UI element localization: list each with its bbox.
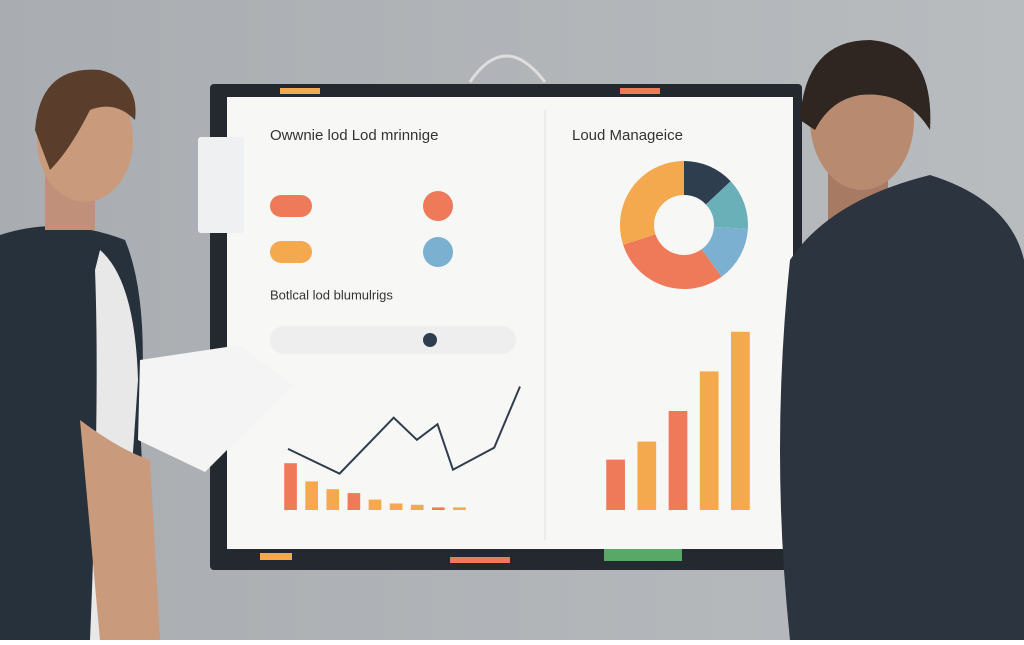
bar: [347, 493, 361, 510]
icon: [423, 191, 453, 221]
slider-knob: [423, 333, 437, 347]
donut-slice: [705, 181, 749, 230]
icon: [423, 237, 453, 267]
bar: [305, 481, 318, 510]
bar: [637, 441, 657, 510]
side-panel: [198, 137, 244, 233]
bar: [668, 411, 688, 510]
donut-slice: [684, 161, 731, 205]
person-left: [0, 69, 292, 640]
bar: [731, 331, 750, 510]
magnet: [280, 88, 320, 94]
marker: [604, 549, 682, 561]
heading: Loud Manageice: [572, 127, 683, 144]
bar: [326, 489, 340, 510]
bar: [699, 371, 719, 510]
hanger: [468, 54, 547, 83]
bar: [432, 507, 445, 510]
marker: [260, 553, 292, 560]
pill: [270, 241, 312, 263]
bar: [389, 503, 403, 510]
donut-slice: [623, 234, 722, 289]
donut-slice: [701, 226, 748, 277]
person-right: [780, 40, 1024, 640]
bar: [453, 507, 466, 510]
heading: Owwnie lod Lod mrinnige: [270, 127, 438, 144]
charts: [284, 161, 750, 510]
pill: [270, 195, 312, 217]
magnet: [620, 88, 660, 94]
donut-slice: [620, 161, 684, 245]
bar: [606, 459, 625, 510]
line: [287, 386, 521, 475]
bar: [410, 504, 424, 510]
slider: [270, 326, 516, 354]
marker: [450, 557, 510, 563]
heading: Botlcal lod blumulrigs: [270, 287, 393, 302]
bar: [284, 463, 297, 510]
bar: [368, 499, 382, 510]
